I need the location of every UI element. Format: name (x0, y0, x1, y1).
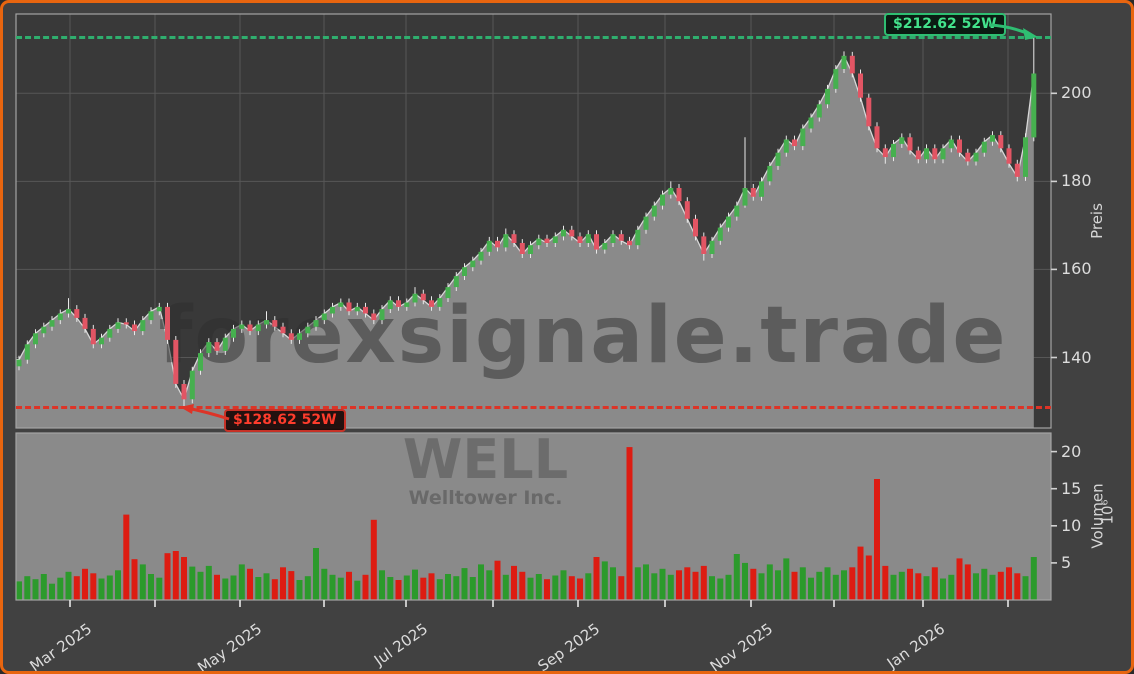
high-52w-arrow-icon (988, 23, 1038, 40)
volume-tick-label: 20 (1061, 441, 1082, 461)
x-tick-label: Mar 2025 (26, 619, 96, 674)
price-axis-title: Preis (1087, 203, 1106, 239)
price-tick-label: 140 (1061, 347, 1092, 367)
volume-tick-label: 15 (1061, 478, 1082, 498)
price-tick-label: 200 (1061, 83, 1092, 103)
low-52w-label: $128.62 52W (224, 409, 346, 432)
low-52w-arrow-icon (180, 404, 230, 421)
price-tick-label: 180 (1061, 171, 1092, 191)
high-52w-dashed-line (16, 36, 1051, 39)
x-tick-label: Jul 2025 (370, 619, 432, 670)
site-watermark: forexsignale.trade (158, 291, 1008, 381)
x-tick-label: Jan 2026 (883, 619, 949, 673)
volume-tick-label: 5 (1061, 552, 1072, 572)
x-tick-label: Nov 2025 (706, 619, 777, 674)
x-tick-label: May 2025 (194, 619, 266, 674)
symbol-watermark: WELL (402, 428, 569, 491)
x-tick-label: Sep 2025 (534, 619, 604, 674)
price-tick-label: 160 (1061, 259, 1092, 279)
volume-tick-label: 10 (1061, 515, 1082, 535)
volume-axis-multiplier: 10⁶ (1098, 499, 1117, 525)
company-watermark: Welltower Inc. (408, 487, 563, 509)
